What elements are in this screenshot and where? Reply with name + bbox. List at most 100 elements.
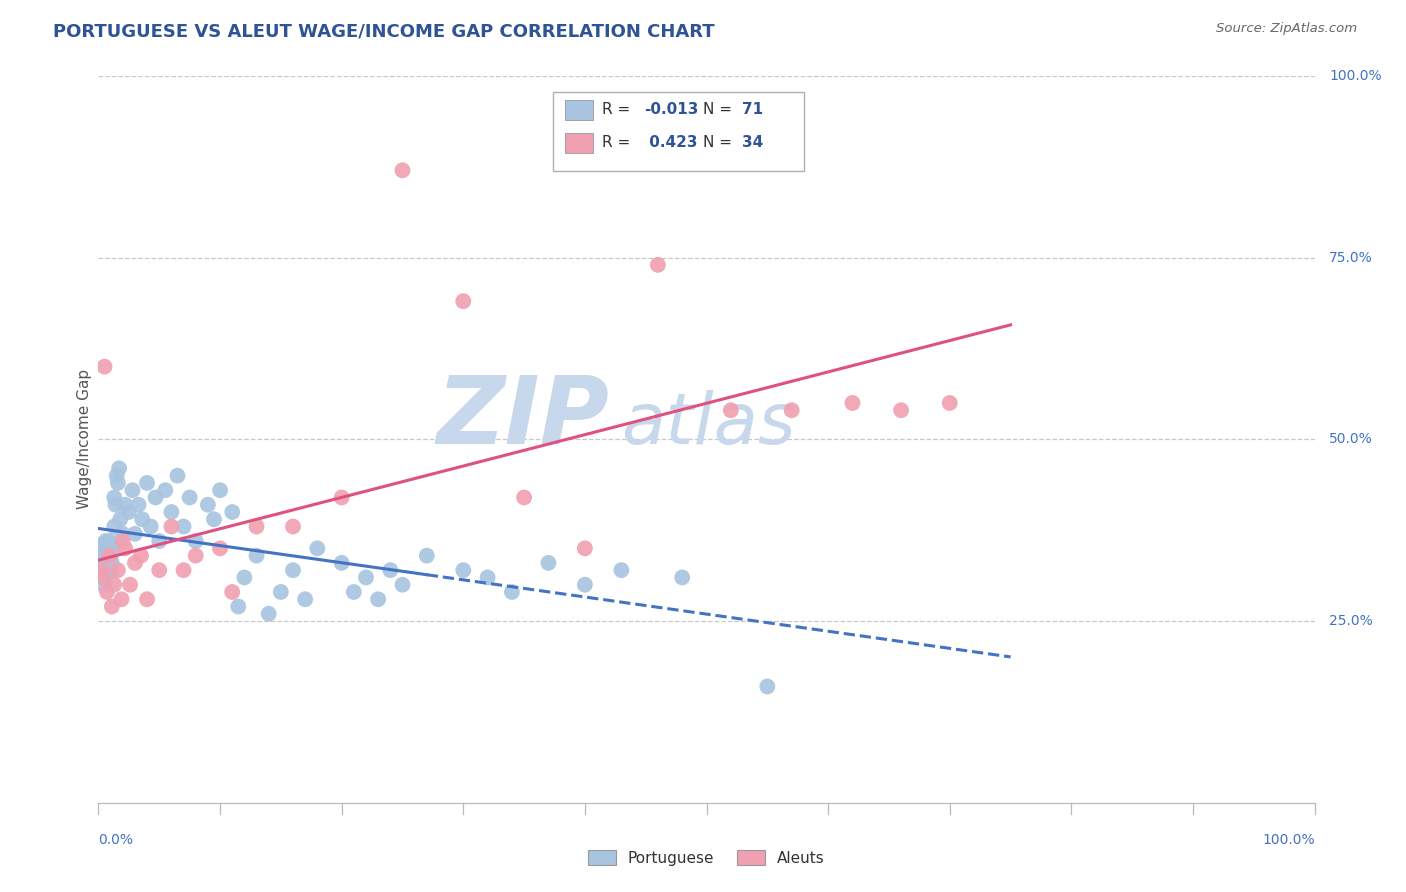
Point bbox=[101, 538, 124, 552]
Point bbox=[124, 526, 146, 541]
Text: 75.0%: 75.0% bbox=[1329, 251, 1372, 265]
Point bbox=[245, 549, 267, 563]
Point bbox=[97, 545, 120, 559]
Text: 50.0%: 50.0% bbox=[1329, 433, 1372, 446]
Point bbox=[221, 585, 243, 599]
Point bbox=[111, 534, 134, 549]
Point bbox=[233, 570, 256, 584]
Point bbox=[720, 403, 742, 417]
Point bbox=[131, 512, 153, 526]
Point bbox=[128, 498, 150, 512]
Point bbox=[173, 563, 195, 577]
Point bbox=[391, 578, 413, 592]
Point bbox=[330, 491, 353, 505]
Point bbox=[671, 570, 693, 584]
Point bbox=[101, 556, 124, 570]
Point bbox=[114, 498, 136, 512]
Point bbox=[124, 556, 146, 570]
Point bbox=[114, 541, 136, 556]
Point bbox=[93, 359, 115, 374]
Point bbox=[513, 491, 536, 505]
Point bbox=[939, 396, 962, 410]
Point bbox=[281, 563, 304, 577]
Point bbox=[647, 258, 669, 272]
Point bbox=[453, 294, 475, 309]
Point bbox=[91, 563, 114, 577]
Point bbox=[367, 592, 389, 607]
Point bbox=[294, 592, 316, 607]
Text: R =: R = bbox=[602, 103, 636, 117]
Point bbox=[209, 483, 232, 498]
Point bbox=[145, 491, 167, 505]
Text: 0.423: 0.423 bbox=[644, 136, 697, 150]
Point bbox=[173, 519, 195, 533]
Point bbox=[245, 519, 267, 533]
Point bbox=[139, 519, 162, 533]
Point bbox=[610, 563, 633, 577]
Point bbox=[96, 541, 118, 556]
Point bbox=[343, 585, 366, 599]
Point bbox=[93, 570, 115, 584]
Point bbox=[91, 549, 114, 563]
Point bbox=[98, 549, 121, 563]
Point bbox=[184, 534, 207, 549]
Text: 0.0%: 0.0% bbox=[98, 833, 134, 847]
Point bbox=[110, 592, 132, 607]
Point bbox=[98, 552, 121, 566]
Point bbox=[91, 538, 114, 552]
Point bbox=[136, 475, 159, 490]
Text: 34: 34 bbox=[742, 136, 763, 150]
Point bbox=[100, 563, 122, 577]
Point bbox=[780, 403, 803, 417]
Point bbox=[202, 512, 225, 526]
Point bbox=[110, 512, 132, 526]
Point bbox=[380, 563, 402, 577]
Point bbox=[118, 578, 141, 592]
Point bbox=[477, 570, 499, 584]
Point bbox=[94, 556, 117, 570]
Point bbox=[537, 556, 560, 570]
Point bbox=[281, 519, 304, 533]
Point bbox=[107, 563, 129, 577]
Point bbox=[453, 563, 475, 577]
Text: R =: R = bbox=[602, 136, 636, 150]
Text: PORTUGUESE VS ALEUT WAGE/INCOME GAP CORRELATION CHART: PORTUGUESE VS ALEUT WAGE/INCOME GAP CORR… bbox=[53, 22, 716, 40]
Point bbox=[574, 541, 596, 556]
Text: N =: N = bbox=[703, 136, 737, 150]
Text: 100.0%: 100.0% bbox=[1329, 69, 1382, 83]
Point bbox=[756, 680, 779, 694]
Point bbox=[166, 468, 188, 483]
Point bbox=[160, 519, 183, 533]
Point bbox=[91, 578, 114, 592]
Point bbox=[136, 592, 159, 607]
Point bbox=[108, 461, 131, 475]
Text: 25.0%: 25.0% bbox=[1329, 614, 1372, 628]
Point bbox=[179, 491, 201, 505]
Y-axis label: Wage/Income Gap: Wage/Income Gap bbox=[77, 369, 91, 509]
Point bbox=[148, 534, 170, 549]
Point bbox=[226, 599, 249, 614]
Point bbox=[103, 491, 125, 505]
Point bbox=[91, 570, 114, 584]
Point bbox=[209, 541, 232, 556]
Point bbox=[101, 541, 124, 556]
Point bbox=[107, 475, 129, 490]
Point bbox=[91, 563, 114, 577]
Point bbox=[574, 578, 596, 592]
Point bbox=[257, 607, 280, 621]
Point bbox=[184, 549, 207, 563]
Point bbox=[101, 599, 124, 614]
Point bbox=[841, 396, 863, 410]
Text: -0.013: -0.013 bbox=[644, 103, 699, 117]
Point bbox=[890, 403, 912, 417]
Text: N =: N = bbox=[703, 103, 737, 117]
Point bbox=[118, 505, 141, 519]
Point bbox=[307, 541, 329, 556]
Point bbox=[197, 498, 219, 512]
Point bbox=[354, 570, 377, 584]
Point bbox=[96, 585, 118, 599]
Point bbox=[94, 534, 117, 549]
Point bbox=[97, 566, 120, 581]
Point bbox=[416, 549, 439, 563]
Point bbox=[221, 505, 243, 519]
